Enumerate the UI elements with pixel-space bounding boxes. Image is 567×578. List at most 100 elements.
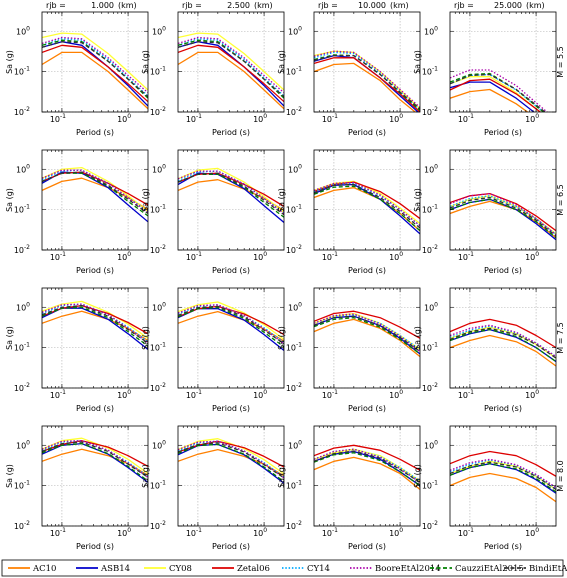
y-tick-exp: -2	[160, 382, 166, 389]
y-tick-exp: -2	[432, 244, 438, 251]
legend-label: AC10	[32, 564, 56, 574]
y-tick-base: 10	[422, 482, 432, 491]
y-tick-exp: -2	[296, 382, 302, 389]
series-line-zetal06	[178, 440, 284, 468]
y-tick-label: 10-2	[150, 106, 166, 117]
y-axis-label: Sa (g)	[141, 464, 150, 488]
x-tick-exp: 0	[127, 389, 131, 396]
series-lines	[42, 437, 148, 483]
column-title: rjb = 25.000 (km)	[454, 1, 545, 10]
x-tick-label: 100	[253, 251, 267, 262]
plot-frame	[41, 287, 149, 389]
y-tick-exp: -2	[160, 244, 166, 251]
series-line-booreetal2014	[42, 36, 148, 94]
y-tick-base: 10	[14, 246, 24, 255]
series-line-cy08	[42, 437, 148, 475]
x-tick-exp: -1	[196, 251, 202, 258]
y-tick-base: 10	[152, 165, 162, 174]
y-tick-base: 10	[286, 246, 296, 255]
y-axis-label: Sa (g)	[413, 326, 422, 350]
y-tick-label: 100	[424, 439, 438, 450]
y-axis-label: Sa (g)	[141, 326, 150, 350]
x-tick-label: 100	[525, 389, 539, 400]
series-line-asb14	[178, 443, 284, 484]
series-line-ac10	[450, 200, 556, 239]
ticks	[450, 12, 556, 113]
y-tick-base: 10	[14, 384, 24, 393]
y-tick-label: 100	[288, 301, 302, 312]
y-tick-label: 10-1	[150, 66, 166, 77]
x-axis-label: Period (s)	[348, 404, 386, 413]
x-tick-base: 10	[389, 529, 399, 538]
series-line-bindietal2014	[450, 327, 556, 359]
plot-frame	[449, 425, 557, 527]
y-tick-label: 100	[424, 163, 438, 174]
x-tick-label: 10-1	[50, 113, 66, 124]
series-line-bindietal2014	[314, 450, 420, 483]
plot-frame	[41, 11, 149, 113]
rjb-label: rjb =	[46, 1, 66, 10]
x-tick-label: 10-1	[322, 251, 338, 262]
legend-entry: CY08	[144, 564, 192, 574]
series-lines	[450, 192, 556, 241]
series-line-ac10	[450, 88, 529, 112]
y-tick-label: 100	[16, 25, 30, 36]
series-line-booreetal2014	[42, 303, 148, 344]
x-tick-exp: -1	[60, 527, 66, 534]
ticks	[42, 12, 148, 113]
x-tick-label: 10-1	[186, 389, 202, 400]
x-tick-label: 100	[525, 527, 539, 538]
y-axis-label: Sa (g)	[277, 188, 286, 212]
gridlines	[178, 426, 284, 527]
series-line-cauzzietal2015	[314, 452, 420, 487]
series-line-zetal06	[450, 78, 542, 112]
y-tick-base: 10	[150, 344, 160, 353]
x-tick-exp: 0	[263, 251, 267, 258]
series-lines	[450, 450, 556, 503]
x-tick-base: 10	[322, 115, 332, 124]
y-tick-exp: -1	[432, 66, 438, 73]
series-line-booreetal2014	[42, 440, 148, 478]
y-axis-label: Sa (g)	[5, 50, 14, 74]
x-tick-base: 10	[458, 115, 468, 124]
y-axis-label: Sa (g)	[277, 50, 286, 74]
y-tick-label: 10-2	[422, 382, 438, 393]
x-tick-base: 10	[458, 391, 468, 400]
y-tick-base: 10	[286, 206, 296, 215]
y-tick-base: 10	[422, 384, 432, 393]
y-tick-label: 10-1	[422, 480, 438, 491]
y-tick-exp: 0	[26, 163, 30, 170]
y-tick-base: 10	[14, 344, 24, 353]
y-tick-exp: -2	[296, 106, 302, 113]
plot-frame	[449, 287, 557, 389]
legend-label: Zetal06	[237, 564, 270, 574]
series-line-bindietal2014	[42, 41, 148, 98]
legend: AC10 ASB14 CY08 Zetal06 CY14 BooreEtAl2014 Cau…	[1, 559, 567, 577]
legend-label: BooreEtAl2014	[375, 564, 441, 574]
y-axis-label: Sa (g)	[5, 188, 14, 212]
series-line-zetal06	[42, 440, 148, 467]
y-tick-label: 100	[424, 25, 438, 36]
x-tick-exp: -1	[60, 389, 66, 396]
y-tick-label: 100	[288, 25, 302, 36]
series-line-bindietal2014	[178, 305, 284, 345]
rjb-value: 2.500	[227, 1, 250, 10]
series-line-zetal06	[314, 444, 420, 471]
series-line-cy08	[42, 300, 148, 339]
x-tick-base: 10	[50, 529, 60, 538]
y-tick-exp: -1	[432, 480, 438, 487]
y-tick-label: 100	[152, 163, 166, 174]
legend-label: BindiEtAl2014	[529, 564, 567, 574]
x-tick-base: 10	[253, 253, 263, 262]
x-tick-exp: 0	[127, 527, 131, 534]
y-tick-base: 10	[150, 108, 160, 117]
series-line-asb14	[314, 450, 420, 487]
x-tick-exp: -1	[468, 113, 474, 120]
series-line-ac10	[450, 472, 556, 503]
ticks	[450, 150, 556, 251]
y-tick-exp: -1	[296, 342, 302, 349]
y-tick-exp: 0	[298, 25, 302, 32]
